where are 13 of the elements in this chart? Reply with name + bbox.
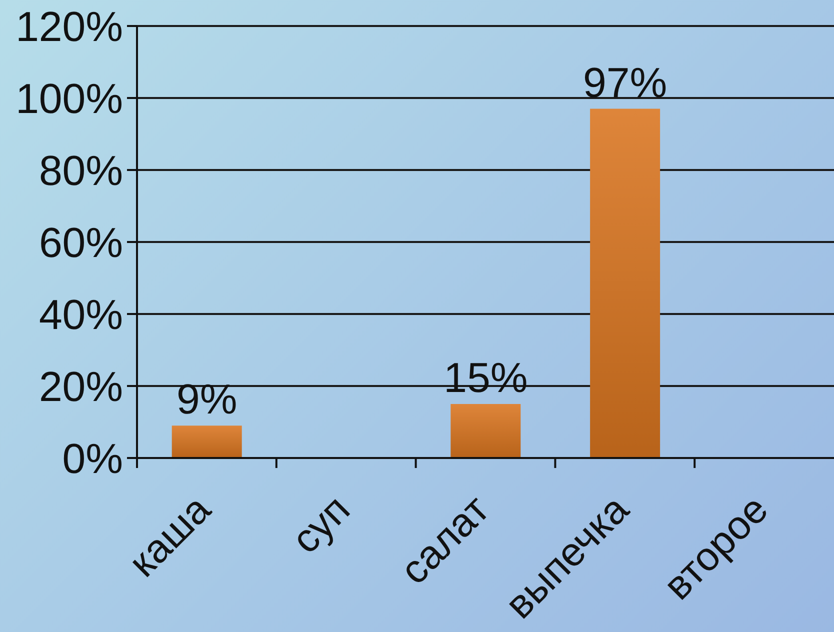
y-tick-label: 0%	[62, 434, 123, 482]
y-tick-label: 20%	[38, 362, 123, 410]
y-tick-label: 40%	[38, 290, 123, 338]
data-label: 9%	[176, 376, 238, 423]
bar	[172, 426, 242, 458]
y-tick-label: 80%	[38, 146, 123, 194]
data-label: 97%	[583, 58, 668, 106]
bar	[450, 404, 521, 458]
y-tick-label: 60%	[38, 218, 123, 266]
bar	[590, 108, 660, 458]
x-tick-label: суп	[284, 487, 358, 562]
y-tick-label: 100%	[16, 74, 123, 122]
y-tick-label: 120%	[16, 2, 123, 50]
